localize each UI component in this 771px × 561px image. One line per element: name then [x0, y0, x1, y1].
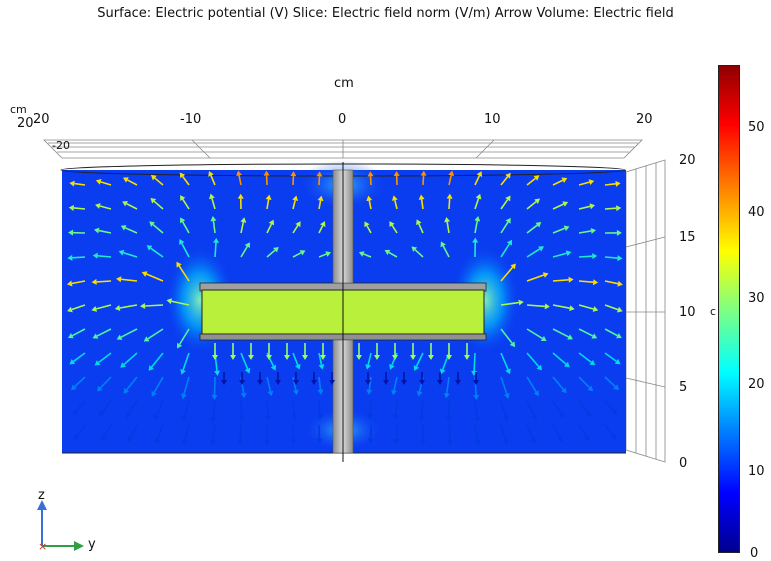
field-arrow: [97, 281, 111, 282]
colorbar: [718, 65, 740, 553]
colorbar-tick: 50: [748, 120, 765, 135]
colorbar-tick: 20: [748, 377, 765, 392]
right-tick: 5: [679, 380, 687, 395]
top-tick: 20: [636, 112, 653, 127]
corner-tick-neg20: -20: [52, 139, 70, 152]
y-axis-arrowhead: [74, 541, 84, 551]
field-arrow: [145, 305, 163, 306]
colorbar-tick: 0: [750, 546, 758, 561]
right-grid-plane: [626, 160, 665, 462]
field-arrow: [319, 401, 320, 414]
field-arrow: [474, 353, 475, 371]
right-axis-unit-fragment: c: [710, 305, 716, 318]
field-arrow: [579, 256, 592, 257]
field-arrow: [72, 257, 85, 258]
field-arrow: [605, 257, 618, 258]
colorbar-tick: 40: [748, 205, 765, 220]
field-arrow: [215, 243, 216, 257]
right-tick: 20: [679, 153, 696, 168]
field-arrow: [605, 208, 616, 209]
field-arrow: [370, 401, 371, 414]
field-arrow: [423, 176, 424, 185]
colorbar-tick: 10: [748, 464, 765, 479]
z-axis-label: z: [38, 488, 45, 503]
field-arrow: [214, 377, 215, 395]
corner-tick-20a: 20: [17, 116, 34, 131]
field-arrow: [449, 199, 450, 209]
top-grid-plane: [44, 140, 642, 158]
right-tick: 15: [679, 230, 696, 245]
top-tick: 10: [484, 112, 501, 127]
top-tick: 0: [338, 112, 346, 127]
field-arrow: [240, 425, 241, 440]
right-tick: 10: [679, 305, 696, 320]
corner-axis-unit: cm: [10, 103, 27, 116]
field-arrow: [449, 425, 450, 440]
y-axis-label: y: [88, 537, 96, 552]
x-axis-marker: ×: [38, 540, 47, 553]
colorbar-tick: 30: [748, 291, 765, 306]
top-axis-unit: cm: [334, 76, 354, 91]
top-tick: -10: [180, 112, 201, 127]
corner-tick-20b: 20: [33, 112, 50, 127]
field-arrow: [74, 208, 85, 209]
right-tick: 0: [679, 456, 687, 471]
